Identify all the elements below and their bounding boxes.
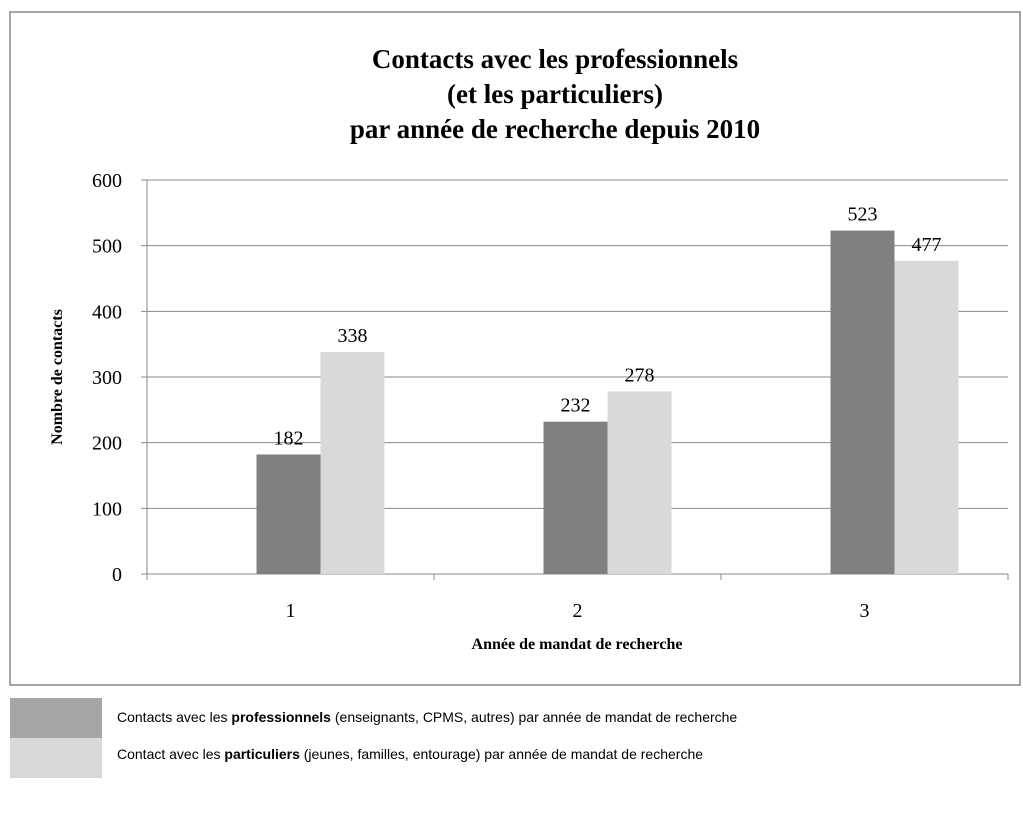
y-tick-label: 400 bbox=[92, 301, 122, 323]
legend-text: professionnels bbox=[231, 709, 331, 725]
bar bbox=[830, 230, 895, 574]
legend-swatch bbox=[10, 698, 102, 738]
y-tick-label: 100 bbox=[92, 498, 122, 520]
bar bbox=[543, 421, 608, 574]
legend-text: particuliers bbox=[224, 746, 300, 762]
bar bbox=[894, 260, 959, 574]
x-tick-label: 2 bbox=[573, 600, 583, 622]
x-axis-label: Année de mandat de recherche bbox=[472, 636, 683, 653]
data-label: 338 bbox=[338, 325, 368, 347]
data-label: 278 bbox=[625, 364, 655, 386]
data-label: 523 bbox=[848, 204, 878, 226]
legend-text: Contacts avec les bbox=[117, 709, 231, 725]
legend-text: (jeunes, familles, entourage) par année … bbox=[300, 746, 703, 762]
bar bbox=[607, 391, 672, 574]
legend-label: Contacts avec les professionnels (enseig… bbox=[117, 709, 737, 725]
y-tick-label: 300 bbox=[92, 367, 122, 389]
bar bbox=[256, 454, 321, 574]
y-tick-label: 200 bbox=[92, 433, 122, 455]
y-axis-label: Nombre de contacts bbox=[49, 309, 66, 445]
legend-text: (enseignants, CPMS, autres) par année de… bbox=[331, 709, 737, 725]
chart-title: Contacts avec les professionnels bbox=[372, 44, 738, 74]
data-label: 477 bbox=[912, 234, 942, 256]
legend-label: Contact avec les particuliers (jeunes, f… bbox=[117, 746, 703, 762]
data-label: 182 bbox=[274, 427, 304, 449]
chart-title: par année de recherche depuis 2010 bbox=[350, 114, 760, 144]
y-tick-label: 500 bbox=[92, 236, 122, 258]
y-tick-label: 0 bbox=[112, 564, 122, 586]
x-tick-label: 3 bbox=[860, 600, 870, 622]
legend-swatch bbox=[10, 738, 102, 778]
chart-title: (et les particuliers) bbox=[447, 79, 663, 109]
x-tick-label: 1 bbox=[286, 600, 296, 622]
legend-text: Contact avec les bbox=[117, 746, 224, 762]
y-tick-label: 600 bbox=[92, 170, 122, 192]
data-label: 232 bbox=[561, 395, 591, 417]
bar bbox=[320, 352, 385, 574]
